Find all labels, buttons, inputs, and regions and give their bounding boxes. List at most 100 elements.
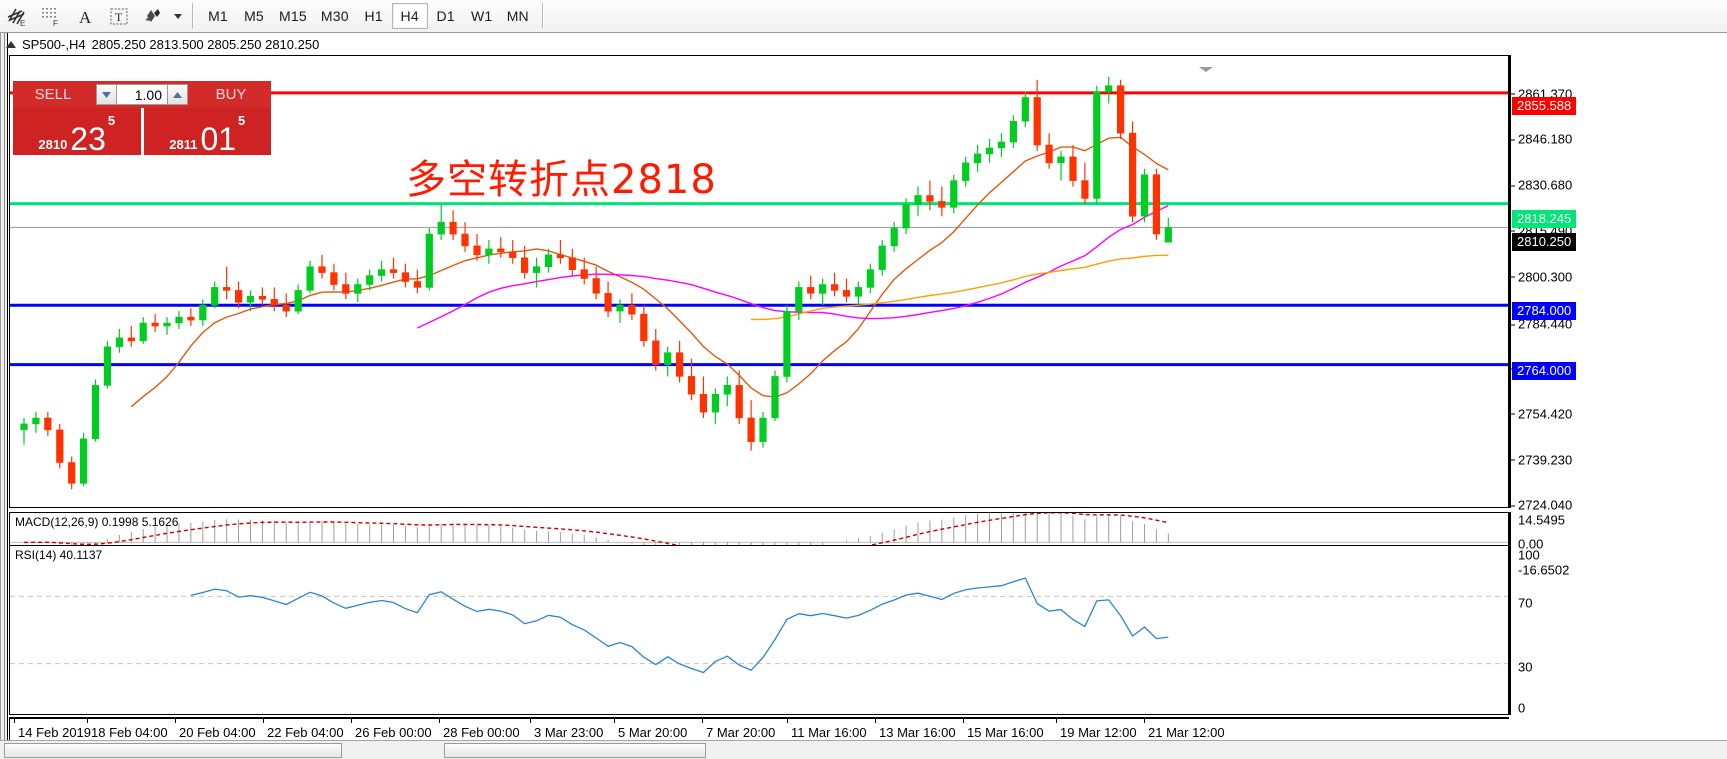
horizontal-scrollbar[interactable] [0,740,1727,759]
price-tick-label: 2800.300 [1509,269,1572,284]
rsi-pane[interactable]: RSI(14) 40.1137 [9,545,1509,715]
time-tick-label: 15 Mar 16:00 [967,725,1044,740]
buy-price-fraction: 5 [238,113,246,128]
time-tick-label: 18 Feb 04:00 [91,725,168,740]
time-tick-label: 5 Mar 20:00 [618,725,688,740]
timeframe-m5[interactable]: M5 [244,8,264,24]
sell-price-button[interactable]: 2810 23 5 [13,108,141,155]
last-price-tag: 2810.250 [1512,233,1577,252]
timeframe-h4[interactable]: H4 [391,3,428,29]
chart-indicators-icon[interactable]: E [0,1,34,31]
timeframe-m30[interactable]: M30 [320,8,349,24]
time-tick-mark [614,719,615,723]
time-tick-mark [351,719,352,723]
chart-grid-icon[interactable]: F [34,1,68,31]
buy-price-button[interactable]: 2811 01 5 [143,108,271,157]
price-tick-label: 2739.230 [1509,452,1572,467]
price-axis[interactable]: 2861.370 2846.180 2830.680 2815.490 2800.300… [1509,55,1727,513]
time-tick-label: 28 Feb 00:00 [443,725,520,740]
chart-toolbar: E F A T [0,0,1727,33]
time-tick-mark [87,719,88,723]
time-tick-mark [14,719,15,723]
time-tick-mark [702,719,703,723]
time-tick-label: 26 Feb 00:00 [355,725,432,740]
chart-scroll-nub[interactable] [1197,60,1215,72]
time-tick-label: 13 Mar 16:00 [879,725,956,740]
chart-title-bar: SP500-,H4 2805.250 2813.500 2805.250 281… [2,35,319,53]
macd-indicator-label: MACD(12,26,9) 0.1998 5.1626 [15,515,179,529]
buy-price-integer: 2811 [169,137,198,152]
rsi-tick-label: 30 [1518,659,1533,675]
rsi-axis: 100 70 30 0 [1509,545,1727,716]
time-tick-mark [963,719,964,723]
toolbar-separator-2 [541,3,544,29]
support1-price-tag: 2784.000 [1512,302,1577,321]
timeframe-d1[interactable]: D1 [436,8,455,24]
time-tick-mark [263,719,264,723]
chart-ohlc-label: 2805.250 2813.500 2805.250 2810.250 [91,36,320,52]
chart-left-rail [0,33,8,759]
rsi-tick-label: 0 [1518,700,1526,716]
volume-increase-button[interactable] [167,84,188,105]
sell-price-fraction: 5 [107,113,116,128]
sell-label[interactable]: SELL [13,81,93,108]
support2-price-tag: 2764.000 [1512,362,1577,381]
buy-price-main: 01 [200,121,237,157]
rsi-chart-canvas [10,577,1508,674]
time-tick-mark [1144,719,1145,723]
time-tick-mark [787,719,788,723]
sell-price-integer: 2810 [38,137,68,152]
rsi-tick-label: 100 [1518,547,1540,563]
text-label-icon[interactable]: T [102,1,136,31]
time-tick-label: 11 Mar 16:00 [791,725,867,740]
price-tick-label: 2754.420 [1509,406,1572,421]
time-tick-label: 7 Mar 20:00 [706,725,776,740]
collapse-triangle-icon[interactable] [6,40,16,48]
time-axis[interactable]: 14 Feb 2019 18 Feb 04:00 20 Feb 04:00 22 Fe… [9,717,1509,757]
svg-text:A: A [79,8,92,27]
macd-tick-label: 14.5495 [1518,512,1565,528]
chart-annotation-text: 多空转折点2818 [406,157,717,203]
resistance-price-tag: 2855.588 [1512,96,1577,115]
time-tick-label: 3 Mar 23:00 [534,725,604,740]
time-tick-label: 19 Mar 12:00 [1060,725,1137,740]
scrollbar-thumb-right[interactable] [444,743,706,758]
volume-input[interactable]: 1.00 [117,84,167,105]
timeframe-w1[interactable]: W1 [470,8,493,24]
sell-price-main: 23 [70,121,106,157]
oct-header-row: SELL 1.00 BUY [13,81,271,108]
price-tick-label: 2830.680 [1509,178,1572,193]
toolbar-separator [192,3,194,29]
volume-stepper: 1.00 [93,81,191,108]
volume-decrease-button[interactable] [96,84,117,105]
rsi-tick-label: 70 [1518,595,1533,611]
chart-symbol-label: SP500-,H4 [22,36,86,52]
scrollbar-thumb-left[interactable] [4,743,342,758]
svg-text:E: E [20,19,25,28]
objects-dropdown-caret-icon[interactable] [170,11,186,21]
time-tick-label: 20 Feb 04:00 [179,725,256,740]
green-level-price-tag: 2818.245 [1512,210,1577,229]
price-tick-label: 2724.040 [1509,498,1572,513]
rsi-indicator-label: RSI(14) 40.1137 [15,548,103,562]
time-tick-label: 22 Feb 04:00 [267,725,344,740]
text-object-icon[interactable]: A [68,1,102,31]
macd-axis: 14.5495 0.00 -16.6502 [1509,512,1727,578]
timeframe-h1[interactable]: H1 [364,8,383,24]
time-tick-label: 14 Feb 2019 [18,725,92,740]
time-tick-mark [530,719,531,723]
price-tick-label: 2846.180 [1509,132,1572,147]
time-tick-mark [1056,719,1057,723]
buy-label[interactable]: BUY [191,81,271,108]
time-tick-mark [875,719,876,723]
svg-text:F: F [53,19,58,28]
timeframe-mn[interactable]: MN [506,8,529,24]
time-tick-mark [439,719,440,723]
one-click-trading-panel: SELL 1.00 BUY 2810 23 5 [13,81,271,155]
timeframe-m15[interactable]: M15 [279,8,307,24]
objects-icon[interactable] [136,1,170,31]
time-tick-label: 21 Mar 12:00 [1148,725,1225,740]
timeframe-m1[interactable]: M1 [208,8,228,24]
svg-text:T: T [115,10,123,24]
